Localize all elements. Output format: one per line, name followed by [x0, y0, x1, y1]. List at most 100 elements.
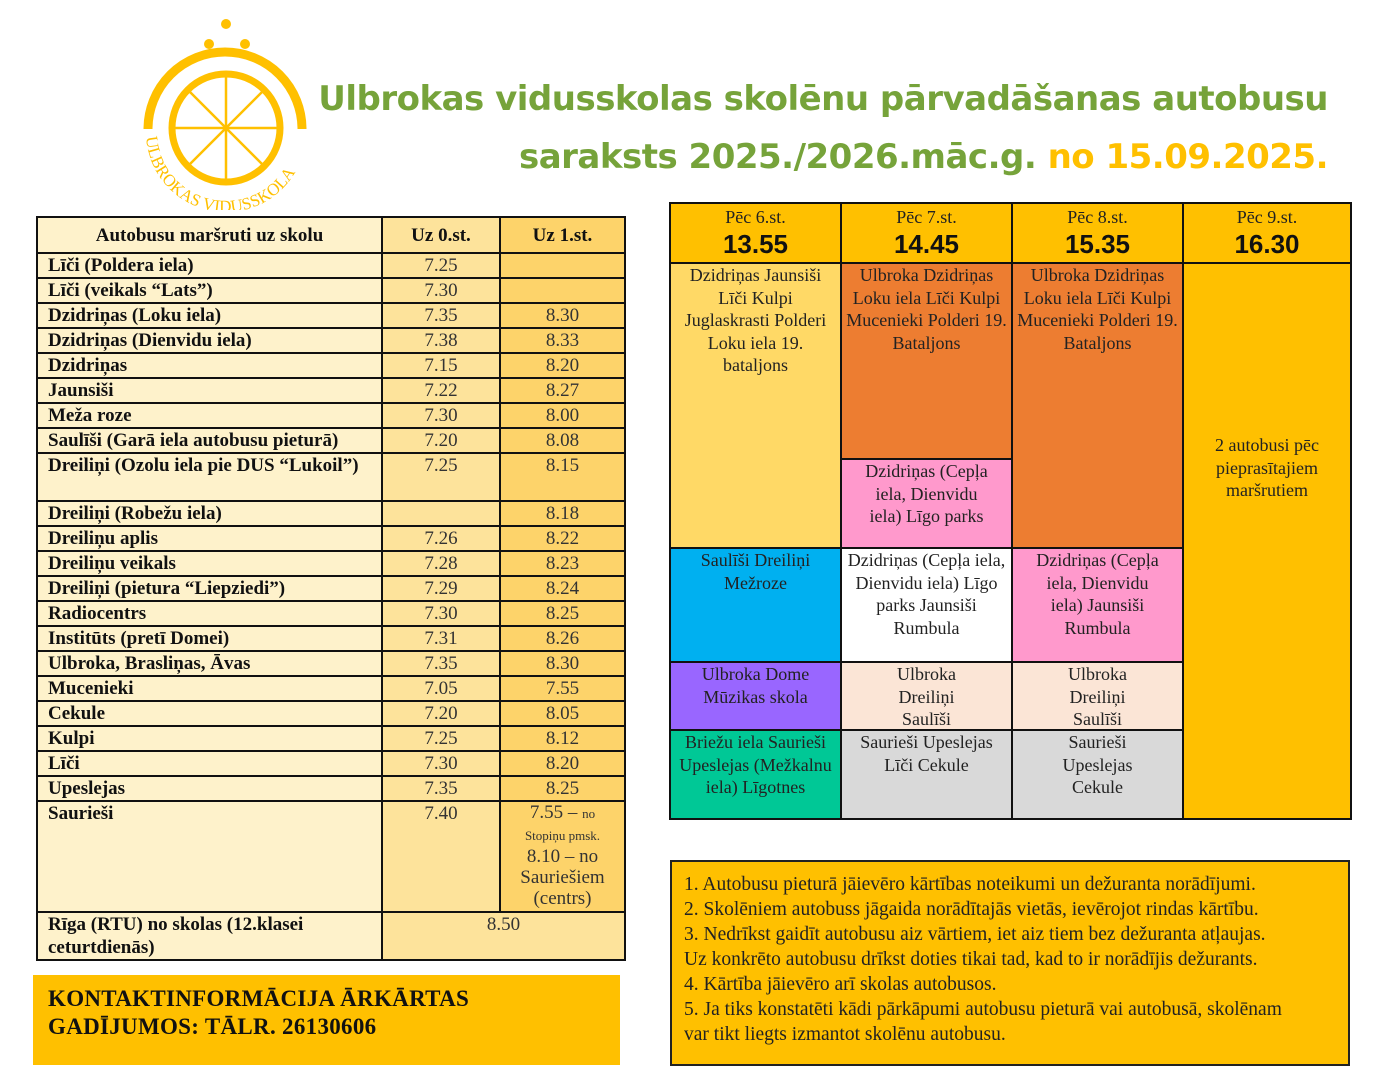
route-name: Dzidriņas (Dienvidu iela) [36, 327, 383, 354]
time-1st: 7.55 – no Stopiņu pmsk. 8.10 – no Saurieš… [499, 800, 626, 913]
time-1st: 8.25 [499, 600, 626, 627]
table-row: Institūts (pretī Domei) 7.31 8.26 [36, 625, 626, 652]
header-route: Autobusu maršruti uz skolu [36, 216, 383, 254]
table-row: Līči 7.30 8.20 [36, 750, 626, 777]
time-0st: 7.30 [381, 600, 501, 627]
table-row: Kulpi 7.25 8.12 [36, 725, 626, 752]
table-row: Dzidriņas (Dienvidu iela) 7.38 8.33 [36, 327, 626, 354]
route-cell-on-demand: 2 autobusi pēc pieprasītajiem maršrutiem [1184, 264, 1350, 818]
table-row: Jaunsiši 7.22 8.27 [36, 377, 626, 404]
route-name: Dreiliņu aplis [36, 525, 383, 552]
table-row-saurieši: Saurieši 7.40 7.55 – no Stopiņu pmsk. 8.1… [36, 800, 626, 913]
time-0st: 7.28 [381, 550, 501, 577]
time-1st: 8.20 [499, 352, 626, 379]
route-cell: Briežu iela Saurieši Upeslejas (Mežkalnu… [671, 731, 842, 818]
time-1st: 8.22 [499, 525, 626, 552]
table-row: Līči (veikals “Lats”) 7.30 [36, 277, 626, 304]
route-name: Ulbroka, Brasliņas, Āvas [36, 650, 383, 677]
table-row: Līči (Poldera iela) 7.25 [36, 252, 626, 279]
time-0st: 7.15 [381, 352, 501, 379]
time-1st: 8.26 [499, 625, 626, 652]
table-row: Dzidriņas (Loku iela) 7.35 8.30 [36, 302, 626, 329]
header-label: Pēc 8.st. [1067, 207, 1128, 227]
route-cell: Ulbroka Dzidriņas Loku iela Līči Kulpi M… [842, 264, 1013, 460]
table-row: Meža roze 7.30 8.00 [36, 402, 626, 429]
time-0st: 7.30 [381, 750, 501, 777]
route-cell: Ulbroka Dreiliņi Saulīši [842, 663, 1013, 731]
header-label: Pēc 7.st. [896, 207, 957, 227]
time-0st: 7.26 [381, 525, 501, 552]
route-name: Līči (Poldera iela) [36, 252, 383, 279]
header-1st: Uz 1.st. [499, 216, 626, 254]
time-0st: 7.25 [381, 452, 501, 502]
time-1st: 8.08 [499, 427, 626, 454]
table-row: Radiocentrs 7.30 8.25 [36, 600, 626, 627]
time-1st: 8.20 [499, 750, 626, 777]
emergency-contact: KONTAKTINFORMĀCIJA ĀRKĀRTAS GADĪJUMOS: T… [33, 975, 620, 1065]
route-cell: Ulbroka Dreiliņi Saulīši [1013, 663, 1184, 731]
time-0st: 7.40 [381, 800, 501, 913]
time-1st: 8.12 [499, 725, 626, 752]
table-row: Ulbroka, Brasliņas, Āvas 7.35 8.30 [36, 650, 626, 677]
route-name: Mucenieki [36, 675, 383, 702]
header-time: 15.35 [1064, 229, 1131, 259]
route-name: Rīga (RTU) no skolas (12.klasei ceturtdi… [36, 911, 383, 961]
time-1st: 7.55 [499, 675, 626, 702]
time-0st: 7.35 [381, 650, 501, 677]
route-cell: Ulbroka Dome Mūzikas skola [671, 663, 842, 731]
time-0st: 7.30 [381, 402, 501, 429]
note-line: 3. Nedrīkst gaidīt autobusu aiz vārtiem,… [684, 924, 1266, 945]
header-time: 16.30 [1234, 229, 1300, 259]
header-after-7: Pēc 7.st. 14.45 [842, 204, 1013, 264]
note-line: 1. Autobusu pieturā jāievēro kārtības no… [684, 874, 1256, 895]
table-row: Dreiliņi (pietura “Liepziedi”) 7.29 8.24 [36, 575, 626, 602]
time-0st: 7.25 [381, 725, 501, 752]
time-1st-a: 7.55 – [529, 802, 583, 823]
table-row: Dreiliņi (Ozolu iela pie DUS “Lukoil”) 7.… [36, 452, 626, 502]
title-date: no 15.09.2025. [1047, 137, 1329, 177]
time-1st [499, 277, 626, 304]
route-cell: Ulbroka Dzidriņas Loku iela Līči Kulpi M… [1013, 264, 1184, 549]
route-cell: Dzidriņas Jaunsiši Līči Kulpi Juglaskras… [671, 264, 842, 549]
route-name: Radiocentrs [36, 600, 383, 627]
time-0st: 7.30 [381, 277, 501, 304]
time-1st: 8.30 [499, 650, 626, 677]
time-0st: 7.29 [381, 575, 501, 602]
note-line: 2. Skolēniem autobuss jāgaida norādītajā… [684, 899, 1259, 920]
time-1st: 8.18 [499, 500, 626, 527]
title-line-1: Ulbrokas vidusskolas skolēnu pārvadāšana… [318, 79, 1328, 119]
route-name: Institūts (pretī Domei) [36, 625, 383, 652]
time-1st: 8.30 [499, 302, 626, 329]
header-label: Pēc 6.st. [725, 207, 786, 227]
header-after-6: Pēc 6.st. 13.55 [671, 204, 842, 264]
time-0st: 7.20 [381, 700, 501, 727]
time-0st: 7.25 [381, 252, 501, 279]
time-0st: 7.35 [381, 775, 501, 802]
time-1st: 8.00 [499, 402, 626, 429]
time-1st-a-note: no Stopiņu pmsk. [524, 806, 601, 843]
route-name: Jaunsiši [36, 377, 383, 404]
route-name: Kulpi [36, 725, 383, 752]
header-label: Pēc 9.st. [1236, 207, 1298, 227]
route-cell: Saurieši Upeslejas Cekule [1013, 731, 1184, 818]
time-0st: 7.31 [381, 625, 501, 652]
route-cell: Dzidriņas (Cepļa iela, Dienvidu iela) Lī… [842, 549, 1013, 663]
school-logo: ULBROKAS VIDUSSKOLA [142, 19, 307, 210]
route-name: Dreiliņu veikals [36, 550, 383, 577]
route-name: Saulīši (Garā iela autobusu pieturā) [36, 427, 383, 454]
page-title: Ulbrokas vidusskolas skolēnu pārvadāšana… [318, 70, 1328, 186]
route-cell: Saulīši Dreiliņi Mežroze [671, 549, 842, 663]
time-1st: 8.15 [499, 452, 626, 502]
time-0st: 7.20 [381, 427, 501, 454]
time-1st: 8.24 [499, 575, 626, 602]
time-0st: 7.05 [381, 675, 501, 702]
time-1st: 8.33 [499, 327, 626, 354]
time-1st [499, 252, 626, 279]
table-row: Upeslejas 7.35 8.25 [36, 775, 626, 802]
time-1st: 8.05 [499, 700, 626, 727]
route-name: Meža roze [36, 402, 383, 429]
time-1st-b: 8.10 – no Sauriešiem (centrs) [520, 846, 605, 909]
time-0st: 7.38 [381, 327, 501, 354]
note-line: 4. Kārtība jāievēro arī skolas autobusos… [684, 974, 997, 995]
table-row-riga: Rīga (RTU) no skolas (12.klasei ceturtdi… [36, 911, 626, 961]
